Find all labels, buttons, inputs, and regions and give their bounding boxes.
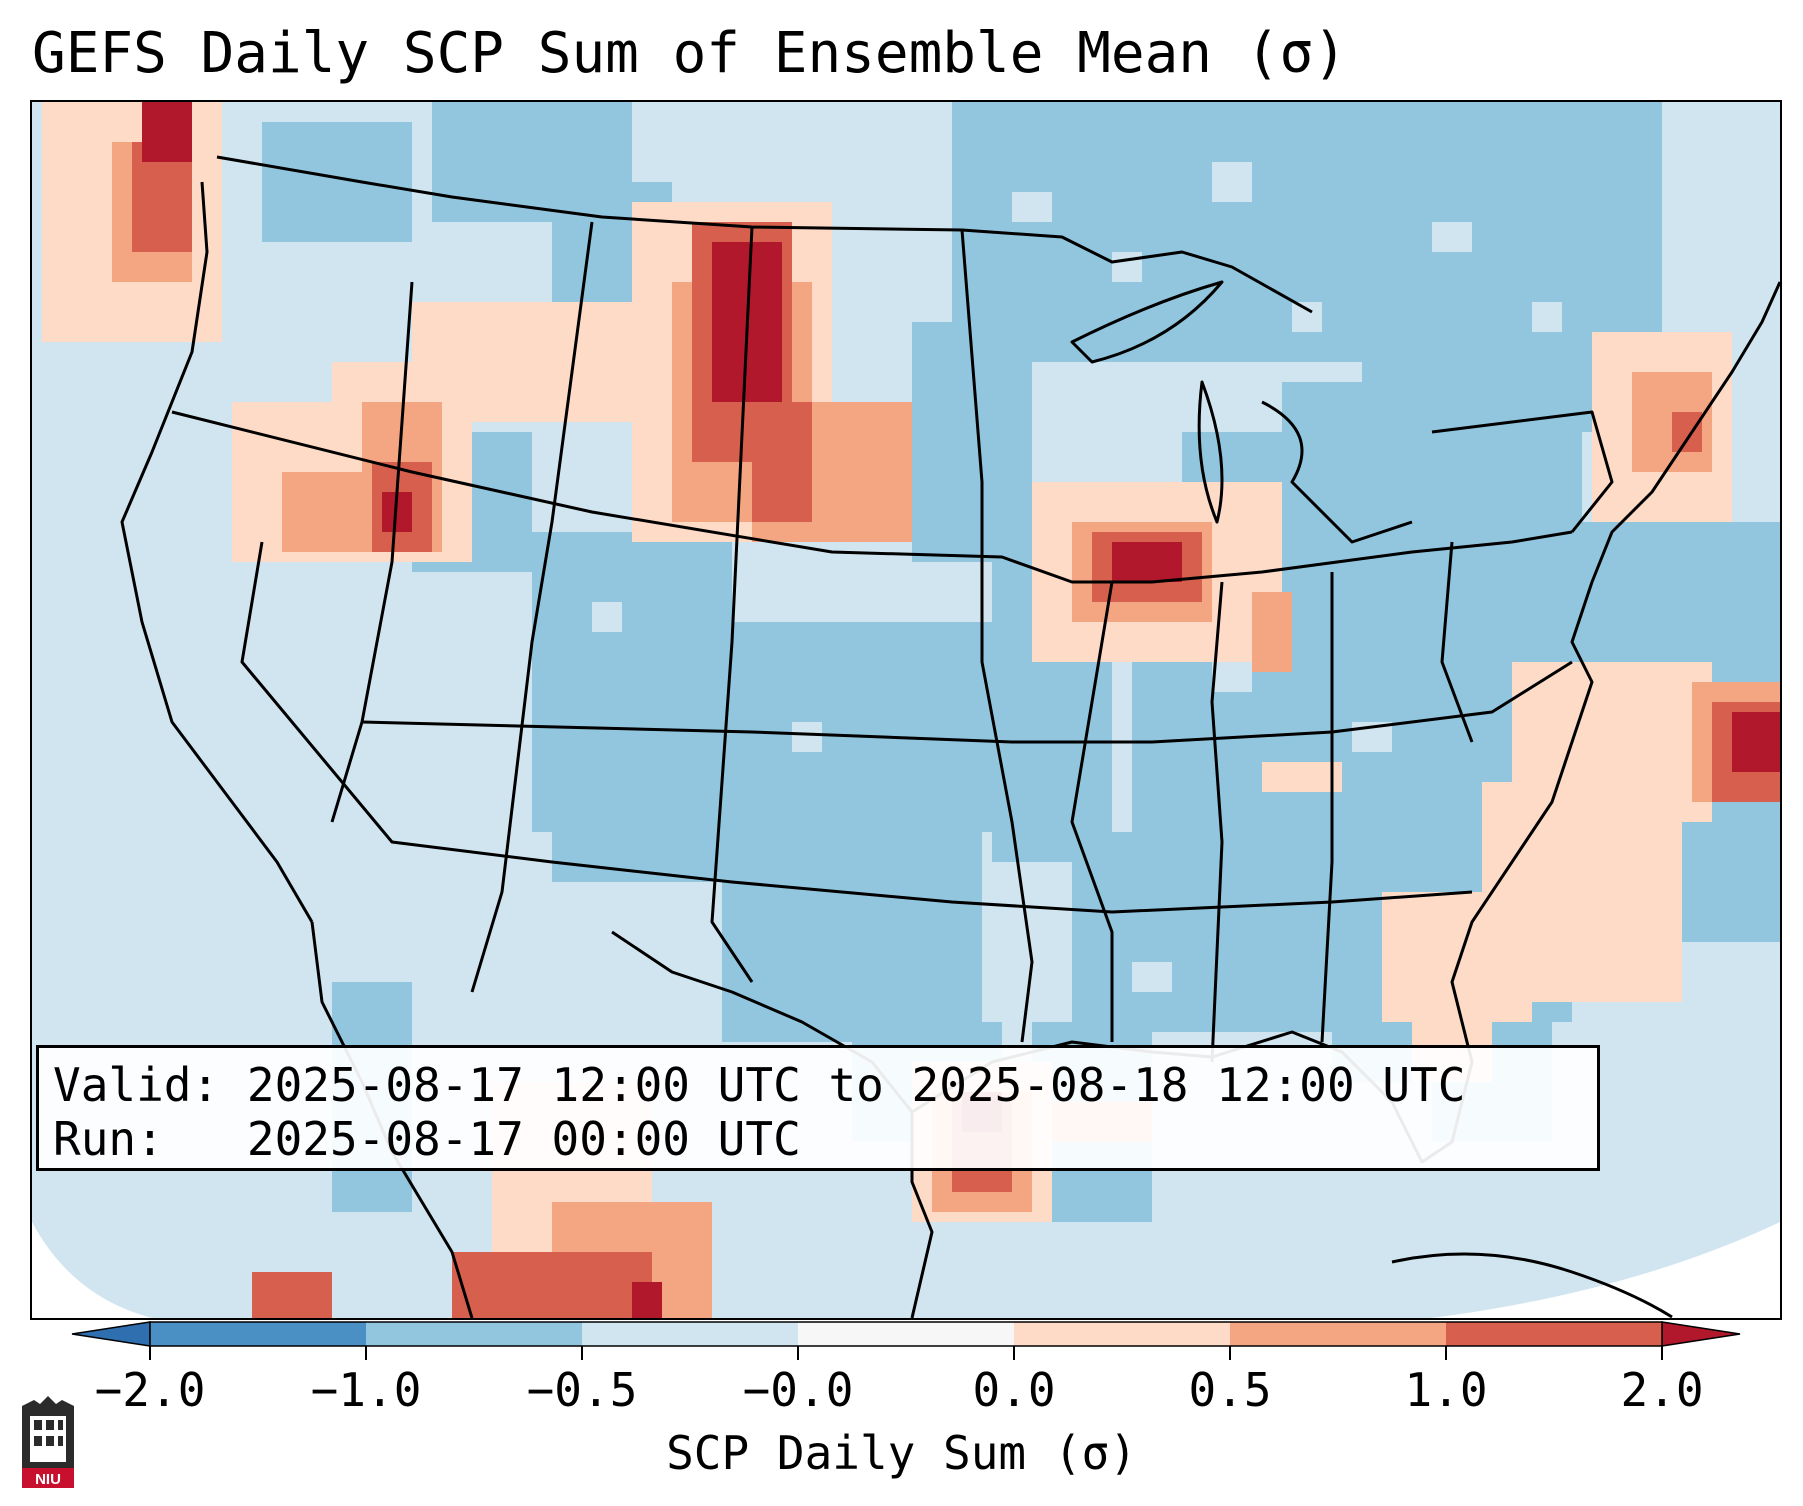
- great-lakes-michigan: [1197, 380, 1224, 524]
- colorbar-extend-high: [1661, 1321, 1741, 1347]
- valid-value: 2025-08-17 12:00 UTC to 2025-08-18 12:00…: [246, 1058, 1466, 1112]
- valid-label: Valid:: [53, 1058, 220, 1112]
- run-label: Run:: [53, 1112, 164, 1166]
- lines-northeast: [1431, 410, 1614, 533]
- map-offdomain-corner: [32, 1222, 152, 1318]
- colorbar-tick-label: −0.5: [526, 1363, 638, 1417]
- lines-vertical-h: [1440, 541, 1474, 743]
- colorbar-tick-label: 1.0: [1404, 1363, 1488, 1417]
- map-offdomain-corner-right: [1532, 1222, 1780, 1318]
- colorbar-tick-label: −1.0: [310, 1363, 422, 1417]
- colorbar-segment: [1014, 1322, 1230, 1346]
- colorbar-tick-label: 0.0: [972, 1363, 1056, 1417]
- colorbar-extend-low: [71, 1321, 151, 1347]
- niu-logo-text: NIU: [35, 1471, 61, 1488]
- map-panel: [30, 100, 1782, 1320]
- niu-logo-graphic: NIU: [22, 1396, 74, 1488]
- us-west-coast: [120, 181, 314, 923]
- colorbar-segment: [1230, 1322, 1446, 1346]
- colorbar-segment: [582, 1322, 798, 1346]
- chart-title: GEFS Daily SCP Sum of Ensemble Mean (σ): [32, 21, 1347, 86]
- colorbar-segments: [71, 1321, 1741, 1360]
- colorbar-outline: [149, 1321, 1663, 1347]
- colorbar-tick-label: −0.0: [742, 1363, 854, 1417]
- colorbar-tick-label: −2.0: [94, 1363, 206, 1417]
- colorbar-segment: [798, 1322, 1014, 1346]
- colorbar-tick-label: 2.0: [1620, 1363, 1704, 1417]
- lines-vertical-d: [960, 229, 1034, 1043]
- lines-vertical-a: [330, 281, 414, 823]
- colorbar-segment: [150, 1322, 366, 1346]
- lines-central-states: [240, 541, 1473, 914]
- lines-southern-states: [361, 660, 1573, 744]
- map-boundaries: [120, 155, 1780, 1318]
- niu-logo-icon: NIU: [18, 1390, 78, 1490]
- colorbar-segment: [366, 1322, 582, 1346]
- colorbar-label: SCP Daily Sum (σ): [666, 1426, 1137, 1480]
- info-box: Valid: 2025-08-17 12:00 UTC to 2025-08-1…: [36, 1045, 1600, 1171]
- lines-west-states: [171, 410, 1573, 584]
- great-lakes-huron-erie: [1261, 400, 1413, 544]
- lines-vertical-b: [470, 221, 594, 993]
- colorbar-segment: [1446, 1322, 1662, 1346]
- great-lakes-superior: [1070, 280, 1224, 364]
- lines-vertical-c: [710, 226, 754, 983]
- colorbar-tick-label: 0.5: [1188, 1363, 1272, 1417]
- lines-vertical-e: [1070, 581, 1114, 1042]
- map-canvas: [32, 102, 1780, 1318]
- lines-vertical-f: [1210, 581, 1224, 1063]
- lines-vertical-g: [1320, 572, 1334, 1043]
- run-value: 2025-08-17 00:00 UTC: [246, 1112, 801, 1166]
- cuba-outline: [1391, 1252, 1673, 1318]
